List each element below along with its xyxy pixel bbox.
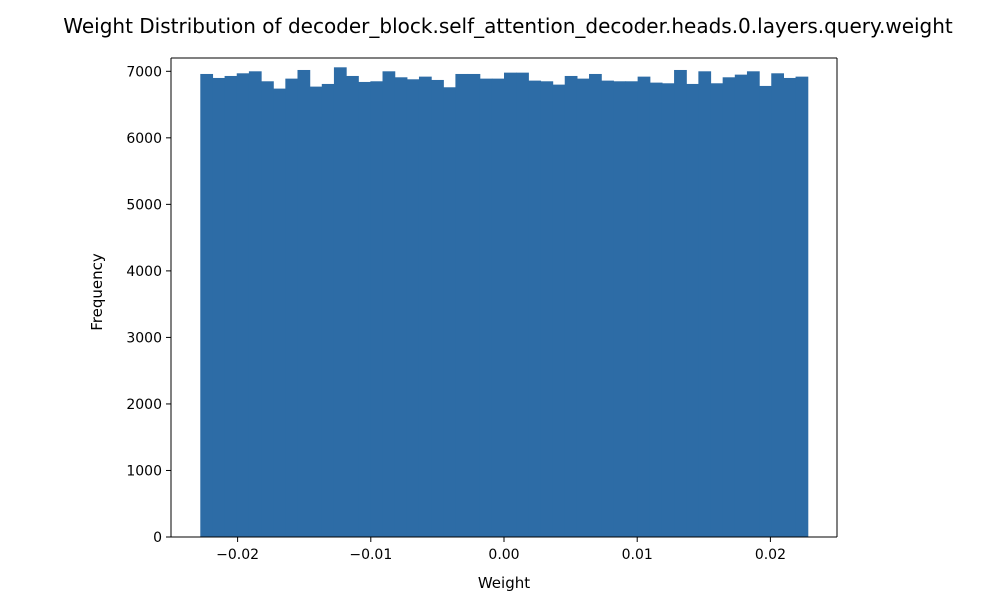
histogram-bar	[710, 83, 724, 538]
histogram-bar	[540, 81, 554, 537]
histogram-bar	[443, 87, 457, 538]
histogram-bar	[297, 69, 311, 537]
histogram-bar	[346, 75, 359, 538]
histogram-bar	[431, 79, 444, 538]
x-ticks: −0.02 −0.01 0.00 0.01 0.02	[216, 537, 786, 563]
histogram-bar	[200, 73, 214, 537]
y-tick-label: 0	[153, 530, 162, 546]
histogram-bar	[601, 80, 614, 537]
y-tick-label: 6000	[126, 131, 162, 147]
histogram-bar	[261, 81, 274, 537]
histogram-bar	[589, 73, 602, 537]
histogram-bar	[783, 77, 797, 537]
histogram-bar	[394, 77, 408, 537]
histogram-bar	[734, 74, 748, 537]
histogram-bar	[236, 73, 250, 537]
histogram-bar	[795, 76, 809, 537]
x-tick-label: −0.02	[216, 547, 259, 563]
histogram-bar	[552, 84, 566, 537]
histogram-bar	[382, 71, 396, 538]
histogram-bar	[625, 81, 639, 537]
histogram-bar	[248, 71, 262, 538]
y-tick-label: 5000	[126, 197, 162, 213]
histogram-bar	[686, 83, 699, 537]
histogram-bar	[370, 81, 384, 537]
histogram-bar	[285, 78, 299, 538]
histogram-bar	[661, 83, 675, 538]
y-ticks: 0 1000 2000 3000 4000 5000 6000 7000	[126, 64, 171, 546]
x-tick-label: −0.01	[349, 547, 392, 563]
histogram-bar	[333, 67, 347, 537]
histogram-bar	[564, 75, 578, 538]
y-tick-label: 3000	[126, 330, 162, 346]
histogram-bar	[491, 78, 505, 538]
histogram-bar	[771, 73, 785, 537]
histogram-bar	[224, 75, 238, 538]
histogram-bar	[759, 85, 772, 538]
histogram-bar	[406, 79, 420, 538]
histogram-bar	[722, 77, 736, 537]
y-tick-label: 1000	[126, 463, 162, 479]
histogram-bar	[637, 76, 651, 537]
histogram-bar	[273, 88, 286, 537]
histogram-bar	[698, 71, 712, 538]
histogram-bar	[418, 76, 432, 537]
x-axis-label: Weight	[478, 574, 530, 592]
y-tick-label: 7000	[126, 64, 162, 80]
histogram-bar	[649, 82, 663, 537]
histogram-bar	[613, 81, 627, 537]
chart-title: Weight Distribution of decoder_block.sel…	[63, 14, 953, 38]
histogram-bar	[516, 72, 529, 537]
x-tick-label: 0.02	[755, 547, 786, 563]
histogram-bar	[528, 80, 542, 537]
x-tick-label: 0.00	[488, 547, 519, 563]
histogram-bar	[467, 73, 481, 537]
histogram-bar	[674, 69, 687, 537]
histogram-bar	[576, 78, 590, 538]
histogram-bar	[309, 86, 323, 538]
histogram-bar	[358, 81, 371, 537]
histogram-bar	[321, 83, 335, 537]
y-tick-label: 4000	[126, 264, 162, 280]
histogram-bar	[455, 73, 469, 537]
histogram-bar	[504, 72, 517, 537]
histogram-bar	[746, 71, 760, 538]
y-axis-label: Frequency	[88, 253, 106, 331]
y-tick-label: 2000	[126, 397, 162, 413]
histogram-bar	[479, 78, 493, 538]
histogram-bar	[212, 77, 226, 537]
histogram-bars	[200, 67, 809, 538]
x-tick-label: 0.01	[622, 547, 653, 563]
